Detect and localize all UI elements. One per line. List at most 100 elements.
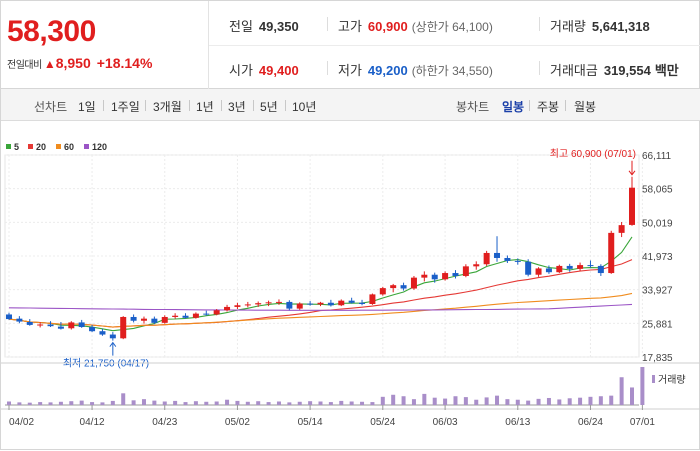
volume-bar [17, 402, 22, 405]
stat-prev-close-label: 전일 [229, 19, 253, 34]
volume-bar [484, 397, 489, 405]
candle-body [172, 315, 179, 317]
divider [539, 17, 540, 31]
stat-high-value: 60,900 [367, 19, 408, 34]
period-1w-button[interactable]: 1주일 [111, 100, 140, 114]
divider [327, 61, 328, 75]
candle-body [140, 318, 147, 321]
volume-bar [578, 397, 583, 405]
volume-bar [567, 398, 572, 405]
period-1d-button[interactable]: 1일 [78, 100, 96, 114]
change-label: 전일대비 [7, 60, 42, 71]
candle-daily-button[interactable]: 일봉 [502, 100, 525, 114]
y-tick-label: 50,019 [642, 218, 673, 229]
candle-weekly-button[interactable]: 주봉 [537, 100, 560, 114]
volume-bar [287, 402, 292, 405]
volume-bar [401, 396, 406, 405]
legend-label-5: 5 [14, 142, 19, 152]
volume-bar [349, 401, 354, 405]
candle-body [618, 225, 625, 233]
volume-bar [141, 399, 146, 405]
candle-chart-label: 봉차트 [456, 100, 490, 114]
volume-chart: 거래량 [1, 362, 700, 406]
stat-prev-close: 전일 49,350 [229, 16, 299, 35]
volume-bar [474, 399, 479, 405]
candle-body [577, 265, 584, 269]
stat-lower-limit: (하한가 34,550) [411, 64, 493, 78]
volume-bar [609, 395, 614, 405]
candle-body [78, 322, 85, 328]
ma120-line [8, 303, 633, 311]
annotations: 최고 60,900 (07/01) 최저 21,750 (04/17) [63, 148, 636, 370]
candle-body [421, 274, 428, 278]
candle-body [6, 314, 12, 320]
volume-bar [515, 399, 520, 405]
volume-bar [276, 401, 281, 405]
x-tick-label: 04/23 [152, 417, 177, 428]
volume-bar [411, 399, 416, 405]
volume-bar [422, 393, 427, 405]
candle-monthly-button[interactable]: 월봉 [574, 100, 597, 114]
candle-body [224, 306, 231, 311]
x-tick-label: 06/24 [578, 417, 603, 428]
period-3y-button[interactable]: 3년 [228, 100, 246, 114]
candle-body [244, 304, 251, 306]
candle-body [514, 260, 521, 262]
candle-body [473, 264, 480, 267]
divider [209, 45, 700, 46]
candle-body [161, 316, 168, 323]
volume-bar [121, 393, 126, 405]
volume-bar [38, 402, 43, 405]
price-header: 58,300 전일대비 ▲8,950 +18.14% 전일 49,350 고가 60,9… [1, 1, 700, 89]
y-axis: 66,111 58,065 50,019 41,973 33,927 25,881 17,8… [642, 151, 673, 364]
period-3m-button[interactable]: 3개월 [153, 100, 182, 114]
candle-body [37, 324, 44, 326]
period-10y-button[interactable]: 10년 [292, 100, 317, 114]
candle-body [400, 285, 407, 289]
candle-body [452, 273, 459, 276]
x-tick-label: 05/24 [370, 417, 395, 428]
candle-body [120, 316, 127, 339]
volume-bar [360, 401, 365, 405]
volume-bar [380, 396, 385, 405]
volume-bar [48, 402, 53, 405]
candle-body [99, 331, 106, 335]
low-arrow-icon [109, 341, 117, 347]
volume-bar [557, 399, 562, 405]
candle-body [16, 318, 23, 322]
change-row: 전일대비 ▲8,950 +18.14% [7, 55, 152, 71]
stat-volume-label: 거래량 [550, 19, 586, 34]
x-axis: 04/02 04/12 04/23 05/02 05/14 05/24 06/03 06/13… [1, 405, 700, 428]
candle-body [47, 324, 54, 327]
candle-body [556, 265, 563, 273]
volume-bar [630, 387, 634, 405]
stat-open: 시가 49,400 [229, 60, 299, 79]
period-1y-button[interactable]: 1년 [196, 100, 214, 114]
volume-bar [495, 395, 500, 405]
stat-low-value: 49,200 [367, 63, 408, 78]
volume-bar [526, 400, 531, 405]
legend-swatch-60 [56, 144, 61, 149]
period-5y-button[interactable]: 5년 [260, 100, 278, 114]
volume-bar [640, 367, 645, 405]
candle-body [327, 302, 334, 306]
candle-body [566, 265, 573, 269]
stat-prev-close-value: 49,350 [258, 19, 299, 34]
candle-body [338, 300, 345, 306]
volume-bar [339, 400, 344, 405]
price-box: 58,300 전일대비 ▲8,950 +18.14% [1, 1, 209, 89]
stat-high-label: 고가 [338, 19, 362, 34]
y-tick-label: 58,065 [642, 185, 673, 196]
x-tick-label: 04/02 [9, 417, 34, 428]
current-price: 58,300 [7, 15, 96, 48]
stat-low-label: 저가 [338, 63, 362, 78]
candle-body [410, 277, 417, 289]
candle-body [192, 313, 199, 318]
x-tick-label: 06/03 [433, 417, 458, 428]
volume-bar [308, 401, 313, 405]
stat-open-value: 49,400 [258, 63, 299, 78]
change-rate: +18.14% [96, 55, 153, 71]
volume-bar [256, 401, 261, 405]
legend-swatch-5 [6, 144, 11, 149]
